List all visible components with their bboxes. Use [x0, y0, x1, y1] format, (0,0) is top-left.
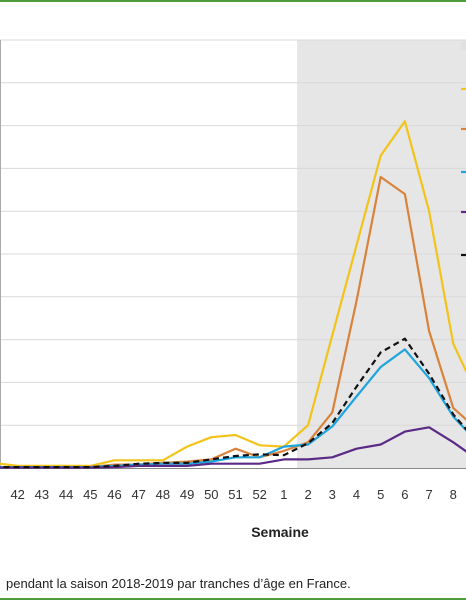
x-tick-label: 50 — [204, 487, 218, 502]
x-tick-label: 6 — [401, 487, 408, 502]
x-tick-label: 46 — [107, 487, 121, 502]
x-tick-label: 2 — [304, 487, 311, 502]
figure-caption: pendant la saison 2018-2019 par tranches… — [6, 576, 351, 591]
series-line-1 — [0, 120, 466, 467]
x-tick-label: 1 — [280, 487, 287, 502]
x-tick-label: 47 — [131, 487, 145, 502]
x-tick-label: 42 — [10, 487, 24, 502]
series-line-5 — [0, 337, 466, 469]
legend-swatch-shade — [461, 42, 466, 50]
x-tick-label: 45 — [83, 487, 97, 502]
x-tick-label: 5 — [377, 487, 384, 502]
line-chart: 42434445464748495051521234567891 Semaine — [0, 39, 466, 540]
x-tick-label: 4 — [353, 487, 360, 502]
x-axis-label: Semaine — [251, 524, 309, 540]
x-tick-label: 7 — [425, 487, 432, 502]
x-tick-label: 48 — [156, 487, 170, 502]
x-tick-label: 43 — [35, 487, 49, 502]
bottom-frame-bar — [0, 598, 466, 600]
top-frame-bar — [0, 0, 466, 2]
x-tick-label: 51 — [228, 487, 242, 502]
x-tick-label: 49 — [180, 487, 194, 502]
x-tick-label: 44 — [59, 487, 73, 502]
x-tick-label: 8 — [450, 487, 457, 502]
x-tick-label: 3 — [329, 487, 336, 502]
x-tick-label: 52 — [252, 487, 266, 502]
